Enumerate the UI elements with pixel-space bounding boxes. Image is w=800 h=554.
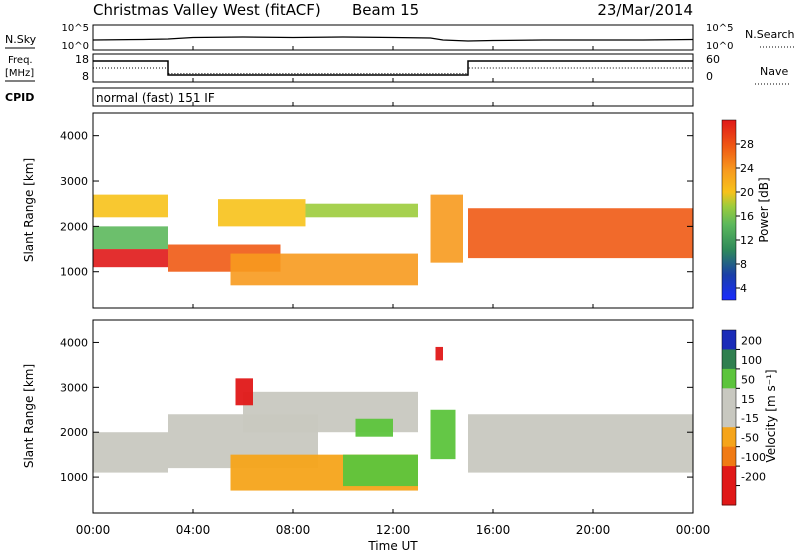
nsky-series-line — [92, 36, 694, 42]
power-ylabel: Slant Range [km] — [22, 158, 36, 262]
power-band-6 — [230, 253, 418, 286]
noise-ytick-bottom: 10^0 — [62, 41, 89, 52]
power-y-ticklabel-0: 4000 — [60, 130, 88, 143]
power-cb-ticklabel-1: 24 — [740, 162, 754, 175]
cpid-label: CPID — [5, 91, 34, 104]
velocity-cb-ticklabel-4: -15 — [741, 412, 759, 425]
x-ticklabel-3: 12:00 — [376, 523, 411, 537]
velocity-cb-block-5 — [722, 427, 736, 448]
velocity-cb-block-1 — [722, 349, 736, 370]
velocity-cb-block-2 — [722, 368, 736, 389]
velocity-band-8 — [235, 378, 253, 406]
noise-ylabel: N.Sky — [5, 33, 37, 46]
power-cb-ticklabel-3: 16 — [740, 210, 754, 223]
velocity-cb-block-0 — [722, 330, 736, 350]
velocity-cb-ticklabel-2: 50 — [741, 373, 755, 386]
nave-ytick-bottom: 0 — [706, 70, 713, 83]
time-xticks: 00:00 04:00 08:00 12:00 16:00 20:00 00:00 — [76, 46, 711, 537]
velocity-cb-ticklabel-7: -200 — [741, 471, 766, 484]
power-panel: 4000 3000 2000 1000 Slant Range [km] 28 24 20… — [22, 112, 771, 309]
power-y-ticklabel-1: 3000 — [60, 175, 88, 188]
power-cb-ticklabel-6: 4 — [740, 282, 747, 295]
noise-ytick-top: 10^5 — [62, 23, 89, 34]
power-band-5 — [305, 203, 418, 218]
power-band-8 — [468, 208, 693, 259]
x-ticklabel-2: 08:00 — [276, 523, 311, 537]
velocity-colorbar-label: Velocity [m s⁻¹] — [764, 369, 778, 462]
power-colorbar-label: Power [dB] — [757, 177, 771, 242]
velocity-y-ticklabel-0: 4000 — [60, 336, 88, 349]
x-ticklabel-4: 16:00 — [476, 523, 511, 537]
velocity-cb-block-8 — [722, 485, 736, 506]
velocity-y-ticklabel-1: 3000 — [60, 381, 88, 394]
velocity-band-6 — [430, 409, 456, 460]
velocity-cb-ticklabel-1: 100 — [741, 354, 762, 367]
velocity-data — [93, 346, 693, 491]
freq-series-line — [93, 60, 693, 76]
power-band-2 — [93, 194, 168, 218]
velocity-cb-ticklabel-6: -100 — [741, 451, 766, 464]
velocity-colorbar — [721, 329, 737, 506]
velocity-band-4 — [343, 454, 418, 487]
nave-series-line — [93, 67, 693, 75]
beam-label: Beam 15 — [352, 1, 419, 19]
power-colorbar-ticks: 28 24 20 16 12 8 4 — [736, 138, 754, 295]
noise-right-ytick-bottom: 10^0 — [706, 41, 733, 52]
power-band-4 — [218, 199, 306, 227]
noise-panel: N.Sky 10^5 10^0 10^5 10^0 N.Search — [5, 23, 795, 52]
power-band-7 — [430, 194, 463, 263]
nave-ytick-top: 60 — [706, 53, 720, 66]
x-ticklabel-1: 04:00 — [176, 523, 211, 537]
x-ticklabel-6: 00:00 — [676, 523, 711, 537]
velocity-band-0 — [93, 432, 168, 473]
freq-ytick-top: 18 — [75, 53, 89, 66]
velocity-band-5 — [355, 418, 393, 437]
nave-label: Nave — [760, 65, 788, 78]
velocity-colorbar-ticks: 200 100 50 15 -15 -50 -100 -200 — [736, 334, 766, 487]
freq-frame — [92, 53, 694, 83]
power-cb-ticklabel-4: 12 — [740, 234, 754, 247]
velocity-cb-block-3 — [722, 388, 736, 409]
power-cb-ticklabel-0: 28 — [740, 138, 754, 151]
power-cb-ticklabel-5: 8 — [740, 258, 747, 271]
time-xlabel: Time UT — [367, 539, 418, 553]
plot-title: Christmas Valley West (fitACF) — [93, 1, 321, 19]
x-ticklabel-0: 00:00 — [76, 523, 111, 537]
velocity-band-9 — [435, 346, 443, 361]
power-y-ticklabel-2: 2000 — [60, 220, 88, 233]
power-colorbar — [721, 119, 737, 301]
power-band-0 — [93, 249, 168, 268]
velocity-yticks: 4000 3000 2000 1000 — [60, 336, 693, 484]
freq-ylabel: Freq. — [8, 55, 33, 66]
freq-panel: Freq. [MHz] 18 8 60 0 Nave — [5, 53, 790, 85]
freq-yunit: [MHz] — [5, 68, 34, 79]
power-band-1 — [93, 226, 168, 250]
velocity-y-ticklabel-2: 2000 — [60, 426, 88, 439]
velocity-cb-block-4 — [722, 407, 736, 428]
x-ticklabel-5: 20:00 — [576, 523, 611, 537]
date-label: 23/Mar/2014 — [597, 1, 693, 19]
velocity-cb-ticklabel-5: -50 — [741, 432, 759, 445]
freq-ytick-bottom: 8 — [82, 70, 89, 83]
velocity-cb-frame — [721, 329, 737, 506]
noise-right-ytick-top: 10^5 — [706, 23, 733, 34]
velocity-y-ticklabel-3: 1000 — [60, 471, 88, 484]
velocity-cb-block-6 — [722, 446, 736, 467]
power-cb-ticklabel-2: 20 — [740, 186, 754, 199]
velocity-cb-ticklabel-0: 200 — [741, 334, 762, 347]
velocity-cb-block-7 — [722, 466, 736, 487]
velocity-ylabel: Slant Range [km] — [22, 364, 36, 468]
power-data — [93, 194, 693, 286]
power-yticks: 4000 3000 2000 1000 — [60, 130, 693, 279]
velocity-cb-ticklabel-3: 15 — [741, 393, 755, 406]
velocity-band-7 — [468, 414, 693, 473]
power-y-ticklabel-3: 1000 — [60, 266, 88, 279]
noise-right-label: N.Search — [745, 28, 795, 41]
cpid-value: normal (fast) 151 IF — [96, 91, 215, 105]
